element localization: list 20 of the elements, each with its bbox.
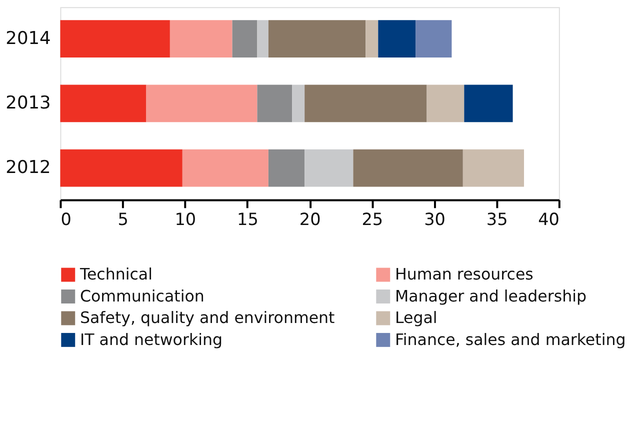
legend-label: Legal <box>394 308 438 328</box>
x-tick-label: 5 <box>118 208 128 229</box>
x-tick-label: 35 <box>486 208 508 229</box>
x-tick-label: 40 <box>538 208 560 229</box>
legend-label: Communication <box>80 286 204 306</box>
legend-label: Technical <box>78 264 152 284</box>
x-tick-label: 0 <box>60 208 72 229</box>
y-tick-label: 2012 <box>6 158 51 178</box>
legend-label: Human resources <box>394 264 534 284</box>
y-tick-label: 2014 <box>6 28 51 49</box>
legend-label: Manager and leadership <box>394 286 587 306</box>
x-tick-label: 15 <box>237 208 258 229</box>
y-tick-label: 2013 <box>6 93 51 114</box>
x-tick-label: 30 <box>424 208 446 229</box>
x-tick-label: 10 <box>174 208 196 229</box>
x-tick-label: 20 <box>299 208 321 229</box>
legend-label: IT and networking <box>80 330 222 349</box>
legend-label: Safety, quality and environment <box>80 308 335 328</box>
x-tick-label: 25 <box>362 208 384 229</box>
legend-label: Finance, sales and marketing <box>394 330 626 349</box>
